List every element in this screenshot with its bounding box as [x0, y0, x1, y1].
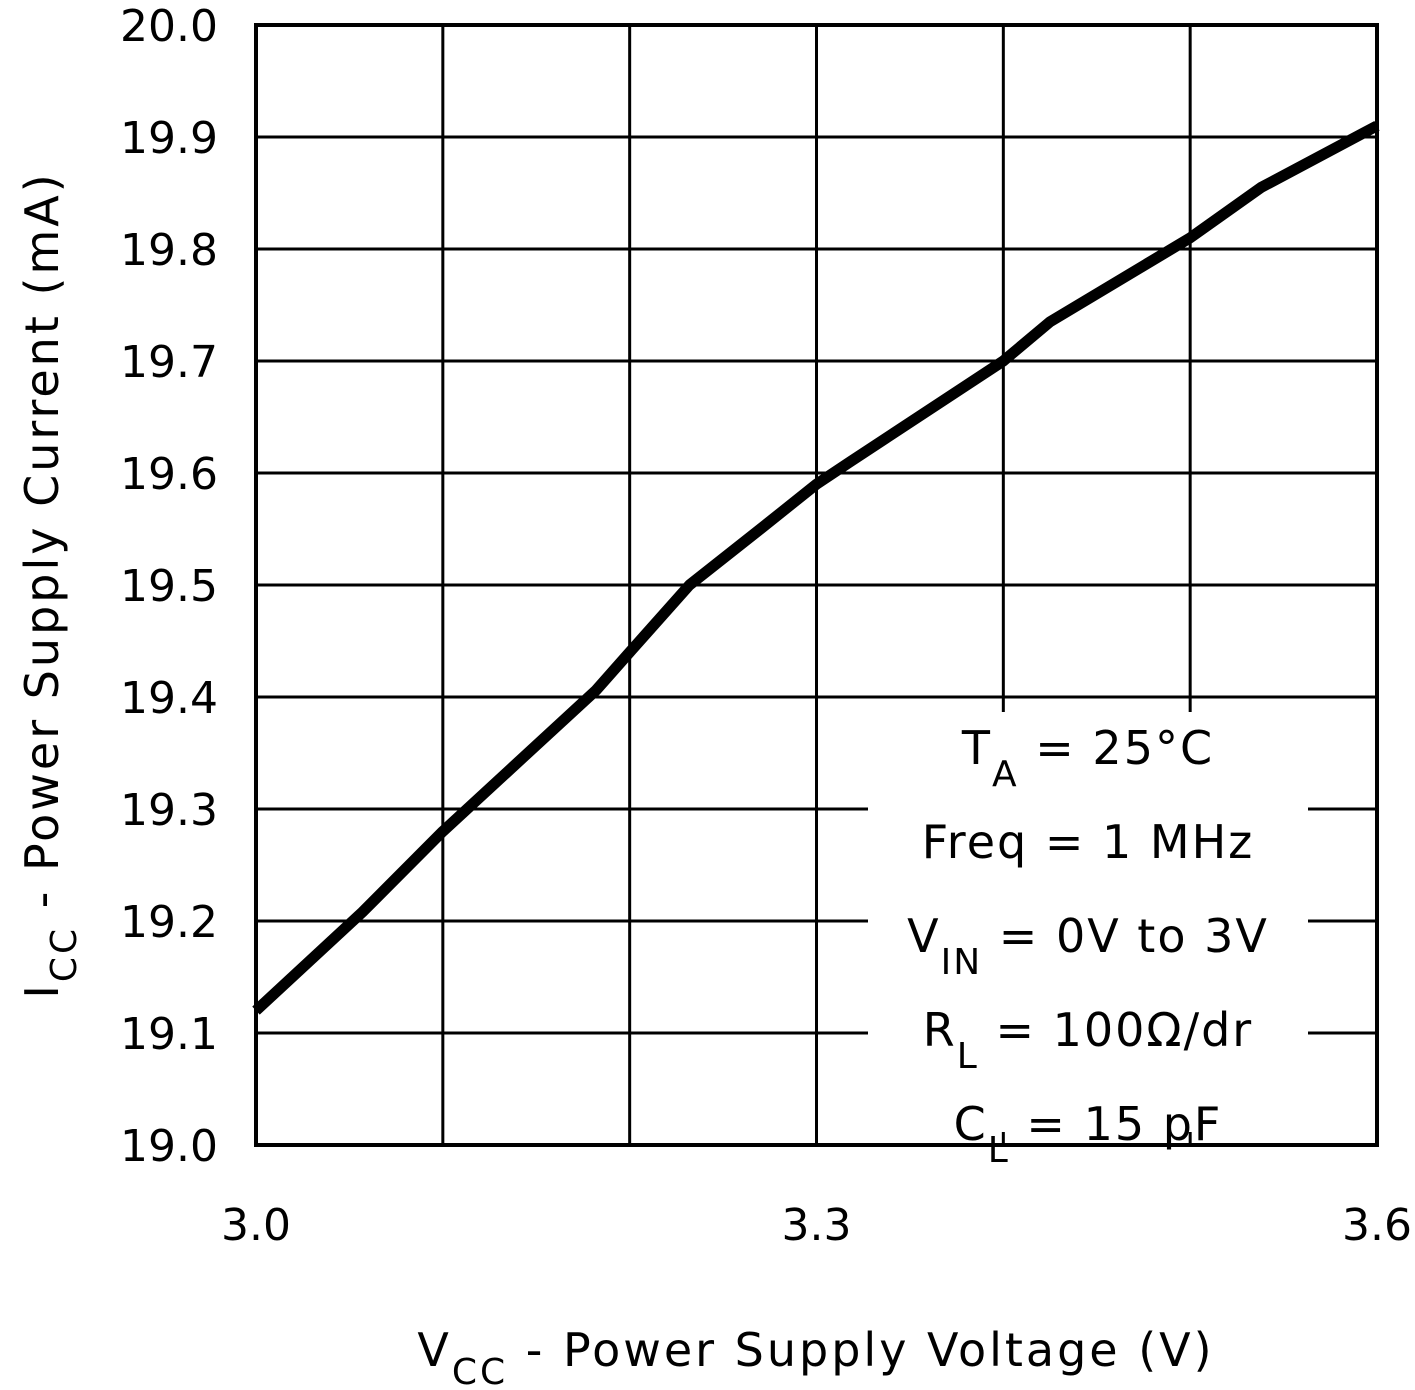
x-tick-labels: 3.0 3.3 3.6: [221, 1200, 1412, 1251]
y-tick-label: 19.8: [120, 225, 218, 276]
series-line: [252, 120, 1380, 1015]
y-tick-label: 20.0: [120, 1, 218, 52]
x-label-sub: CC: [452, 1352, 508, 1390]
y-label-main: I: [15, 982, 69, 999]
annotation-line: RL = 100Ω/dr: [923, 1003, 1253, 1077]
annotation-line: CL = 15 pF: [954, 1097, 1223, 1171]
x-label-rest: - Power Supply Voltage (V): [508, 1323, 1214, 1377]
annotation-rest: = 0V to 3V: [982, 909, 1269, 963]
y-axis-label: ICC - Power Supply Current (mA): [15, 171, 85, 998]
annotation-main: C: [954, 1097, 988, 1151]
x-axis-label: VCC - Power Supply Voltage (V): [417, 1323, 1214, 1390]
y-tick-label: 19.0: [120, 1121, 218, 1172]
y-tick-label: 19.3: [120, 785, 218, 836]
annotation-line: VIN = 0V to 3V: [907, 909, 1269, 983]
annotation-background: [868, 712, 1308, 1132]
annotation-line: Freq = 1 MHz: [922, 815, 1255, 869]
y-tick-label: 19.7: [120, 337, 218, 388]
annotation-box: [868, 712, 1308, 1132]
x-tick-label: 3.6: [1342, 1200, 1412, 1251]
annotation-rest: = 15 pF: [1010, 1097, 1223, 1151]
y-label-rest: - Power Supply Current (mA): [15, 171, 69, 925]
annotation-main: V: [907, 909, 940, 963]
y-tick-label: 19.2: [120, 897, 218, 948]
annotation-sub: L: [988, 1130, 1010, 1171]
annotation-rest: = 25°C: [1019, 721, 1214, 775]
x-tick-label: 3.0: [221, 1200, 291, 1251]
y-label-sub: CC: [44, 926, 85, 982]
annotation-sub: IN: [941, 942, 983, 983]
annotation-main: Freq = 1 MHz: [922, 815, 1255, 869]
annotation-main: R: [923, 1003, 957, 1057]
y-tick-label: 19.4: [120, 673, 218, 724]
y-tick-label: 19.5: [120, 561, 218, 612]
y-tick-label: 19.9: [120, 113, 218, 164]
annotation-main: T: [961, 721, 992, 775]
annotation-rest: = 100Ω/dr: [979, 1003, 1253, 1057]
y-tick-label: 19.6: [120, 449, 218, 500]
annotation-sub: A: [992, 754, 1019, 795]
y-tick-labels: 20.0 19.9 19.8 19.7 19.6 19.5 19.4 19.3 19.2 19.1…: [120, 1, 218, 1172]
plot-frame: [254, 23, 1379, 1147]
y-tick-label: 19.1: [120, 1009, 218, 1060]
series-layer: [252, 120, 1380, 1015]
x-label-main: V: [417, 1323, 451, 1377]
x-tick-label: 3.3: [782, 1200, 852, 1251]
annotation-line: TA = 25°C: [961, 721, 1214, 795]
annotation-sub: L: [957, 1036, 979, 1077]
